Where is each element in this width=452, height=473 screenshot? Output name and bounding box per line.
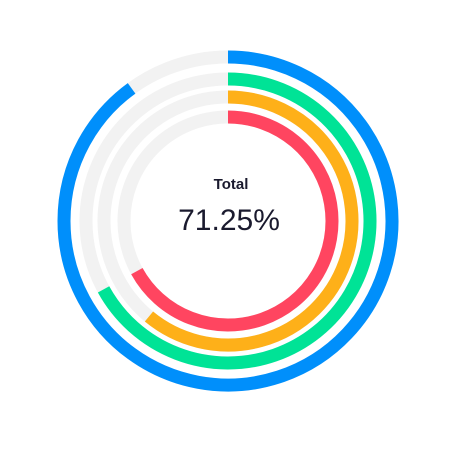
bar-group: [57, 50, 399, 392]
radial-bar-4[interactable]: [131, 110, 339, 332]
radial-bar-3[interactable]: [144, 90, 359, 352]
radial-bar-1[interactable]: [57, 50, 399, 392]
center-total-value: 71.25%: [178, 204, 280, 237]
center-total-label: Total: [214, 176, 249, 193]
radial-bar-2[interactable]: [97, 72, 377, 370]
